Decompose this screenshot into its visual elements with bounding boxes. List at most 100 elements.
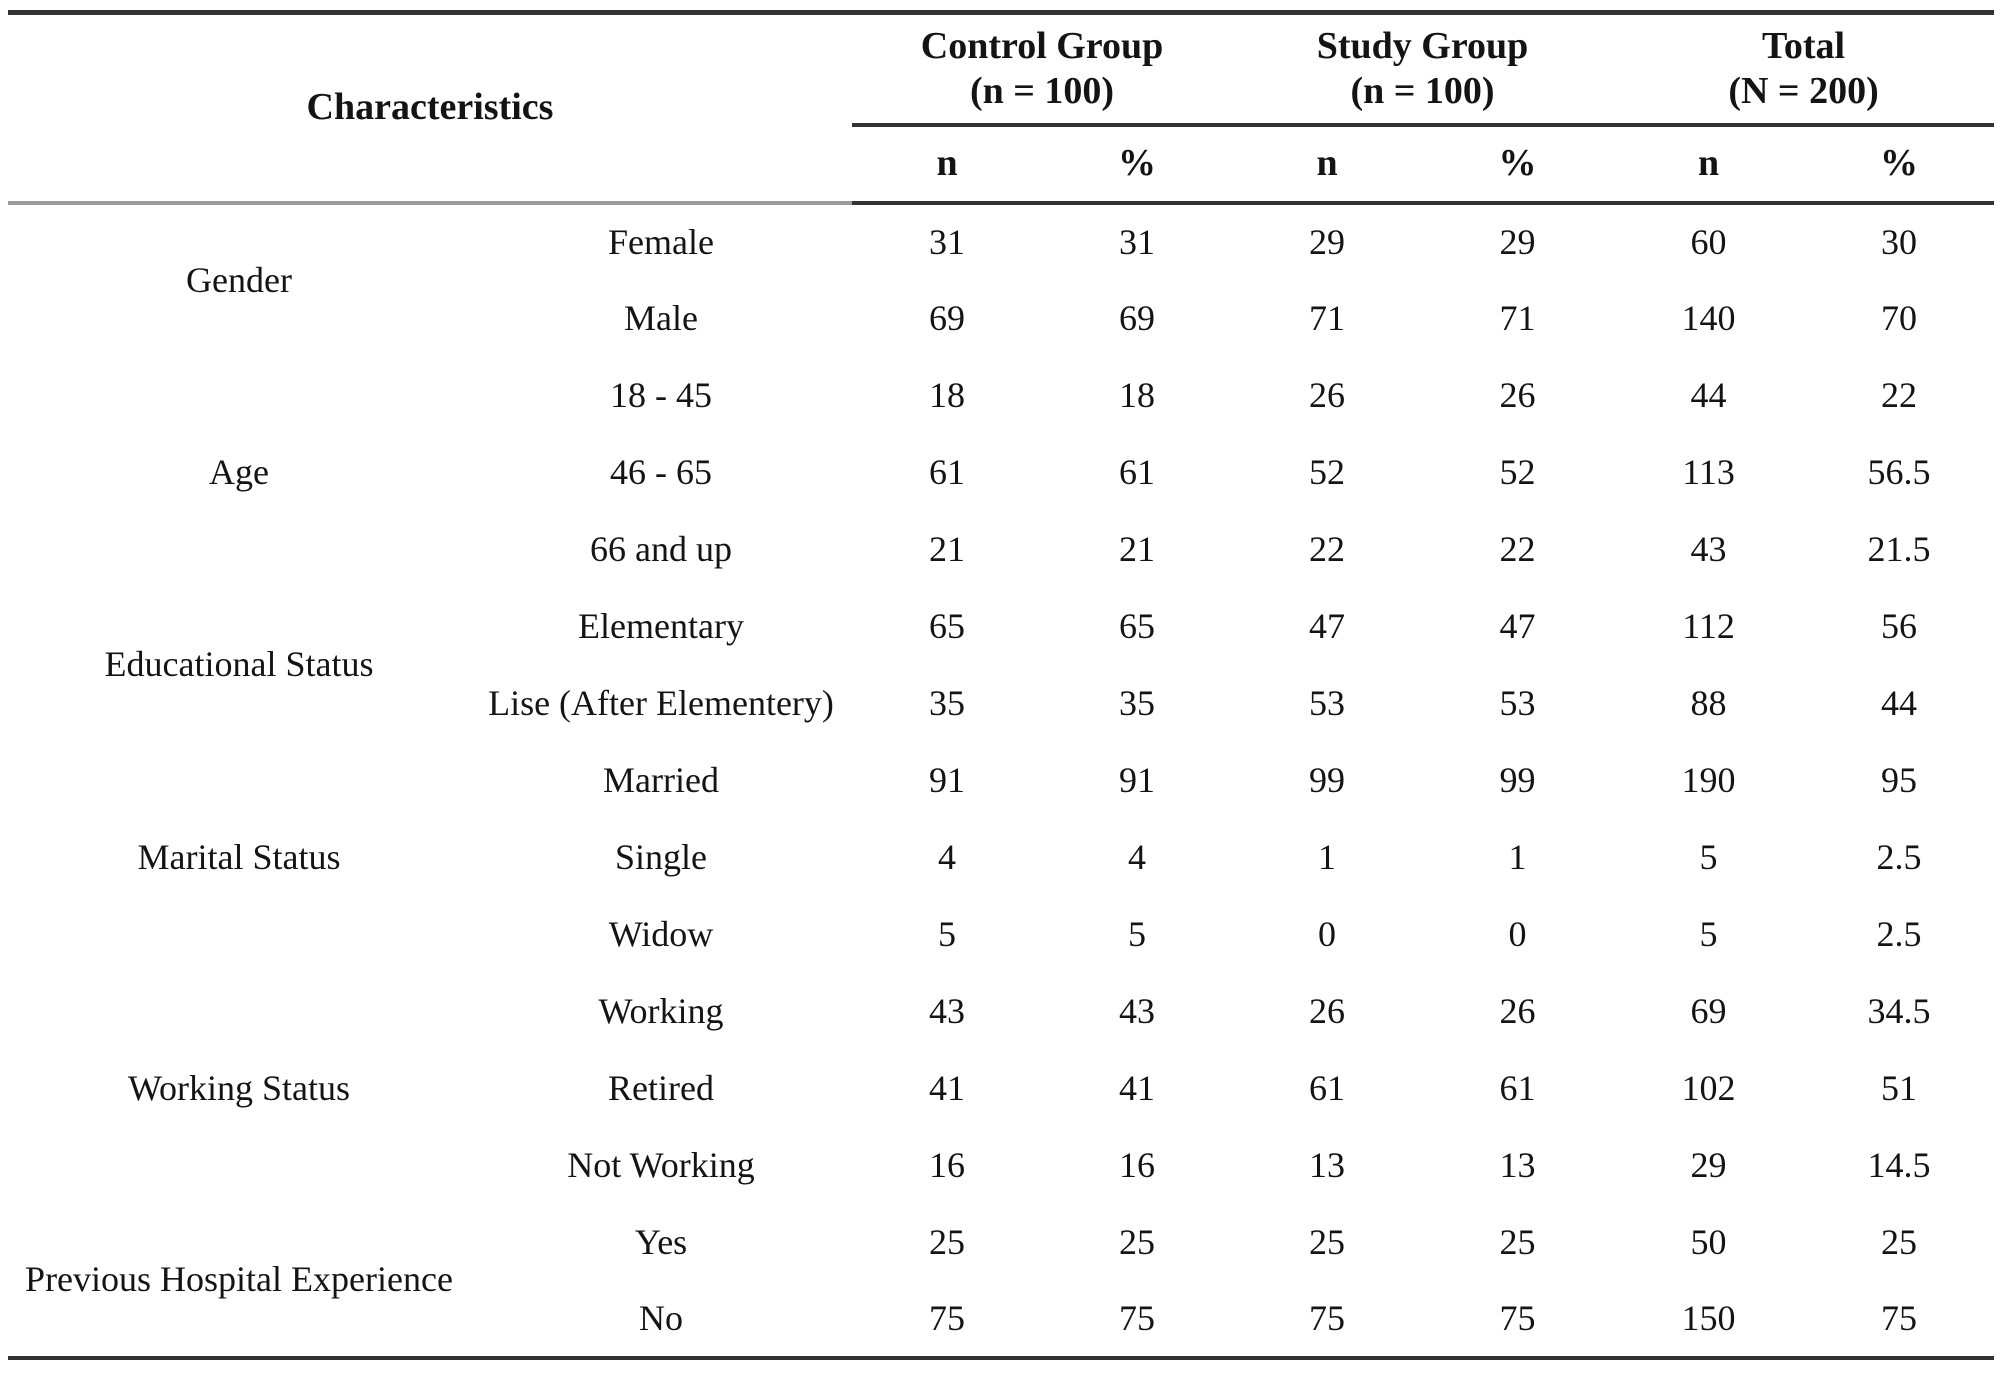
cell-value: 88 bbox=[1690, 682, 1727, 723]
cell-value: 29 bbox=[1690, 1144, 1727, 1185]
table-row: Retired 41 41 61 61 102 51 bbox=[8, 1050, 1994, 1127]
header-sub-row: n % n % n % bbox=[8, 124, 1995, 205]
group-n: (n = 100) bbox=[969, 69, 1115, 112]
table-row: Educational Status Elementary 65 65 47 4… bbox=[8, 588, 1994, 685]
section-label-gender: Gender bbox=[186, 260, 292, 301]
group-title: Total bbox=[1761, 24, 1846, 67]
subheader-control-pct: % bbox=[1042, 124, 1233, 205]
subheader-study-n: n bbox=[1232, 124, 1423, 205]
group-n: (N = 200) bbox=[1728, 69, 1879, 112]
cell-value: 69 bbox=[1119, 297, 1156, 338]
cell-value: 41 bbox=[1119, 1067, 1156, 1108]
cell-value: 1 bbox=[1508, 836, 1527, 877]
cell-value: 25 bbox=[1499, 1221, 1536, 1262]
cell-value: 70 bbox=[1881, 297, 1918, 338]
cell-value: 140 bbox=[1681, 297, 1736, 338]
cell-value: 2.5 bbox=[1876, 913, 1922, 954]
cell-value: 25 bbox=[1309, 1221, 1346, 1262]
cell-value: 4 bbox=[1128, 836, 1147, 877]
row-label: 46 - 65 bbox=[610, 451, 712, 492]
cell-value: 56 bbox=[1881, 605, 1918, 646]
table-row: Lise (After Elementery) 35 35 53 53 88 4… bbox=[8, 665, 1994, 742]
row-label: Elementary bbox=[578, 605, 744, 646]
cell-value: 75 bbox=[1881, 1297, 1918, 1338]
cell-value: 44 bbox=[1690, 374, 1727, 415]
cell-value: 69 bbox=[929, 297, 966, 338]
cell-value: 16 bbox=[1119, 1144, 1156, 1185]
table-row: 46 - 65 61 61 52 52 113 56.5 bbox=[8, 434, 1994, 511]
cell-value: 14.5 bbox=[1867, 1144, 1931, 1185]
table-row: Working Status Working 43 43 26 26 69 34… bbox=[8, 973, 1994, 1108]
cell-value: 69 bbox=[1690, 990, 1727, 1031]
cell-value: 5 bbox=[1699, 836, 1718, 877]
cell-value: 99 bbox=[1309, 759, 1346, 800]
cell-value: 113 bbox=[1682, 451, 1735, 492]
section-label-marital-status: Marital Status bbox=[137, 836, 341, 877]
cell-value: 75 bbox=[1499, 1297, 1536, 1338]
cell-value: 43 bbox=[1119, 990, 1156, 1031]
cell-value: 51 bbox=[1881, 1067, 1918, 1108]
cell-value: 18 bbox=[1119, 374, 1156, 415]
cell-value: 16 bbox=[929, 1144, 966, 1185]
group-n: (n = 100) bbox=[1350, 69, 1495, 112]
cell-value: 60 bbox=[1690, 221, 1727, 262]
subheader-total-pct: % bbox=[1804, 124, 1995, 205]
cell-value: 75 bbox=[1119, 1297, 1156, 1338]
table-row: Previous Hospital Experience Yes 25 25 2… bbox=[8, 1204, 1994, 1300]
row-label: Female bbox=[608, 221, 714, 262]
cell-value: 0 bbox=[1508, 913, 1527, 954]
cell-value: 1 bbox=[1318, 836, 1337, 877]
table-row: Widow 5 5 0 0 5 2.5 bbox=[8, 896, 1994, 973]
cell-value: 25 bbox=[929, 1221, 966, 1262]
cell-value: 22 bbox=[1499, 528, 1536, 569]
cell-value: 13 bbox=[1499, 1144, 1536, 1185]
cell-value: 150 bbox=[1681, 1297, 1736, 1338]
group-header-study: Study Group (n = 100) bbox=[1232, 12, 1614, 127]
section-label-working-status: Working Status bbox=[127, 1067, 351, 1108]
row-label: Single bbox=[615, 836, 708, 877]
section-label-age: Age bbox=[209, 451, 269, 492]
participant-characteristics-table: Characteristics Control Group (n = 100) … bbox=[8, 10, 1995, 1360]
cell-value: 61 bbox=[1499, 1067, 1536, 1108]
table-row: Not Working 16 16 13 13 29 14.5 bbox=[8, 1127, 1994, 1204]
cell-value: 4 bbox=[938, 836, 957, 877]
group-title: Study Group bbox=[1316, 24, 1529, 67]
section-label-previous-hospital-experience: Previous Hospital Experience bbox=[25, 1259, 453, 1300]
cell-value: 71 bbox=[1309, 297, 1346, 338]
cell-value: 29 bbox=[1499, 221, 1536, 262]
cell-value: 2.5 bbox=[1876, 836, 1922, 877]
cell-value: 102 bbox=[1681, 1067, 1736, 1108]
cell-value: 99 bbox=[1499, 759, 1536, 800]
row-label: Working bbox=[598, 990, 724, 1031]
cell-value: 34.5 bbox=[1867, 990, 1931, 1031]
cell-value: 112 bbox=[1682, 605, 1735, 646]
row-label: No bbox=[639, 1297, 683, 1338]
cell-value: 35 bbox=[1119, 682, 1156, 723]
row-label: Widow bbox=[608, 913, 714, 954]
cell-value: 22 bbox=[1309, 528, 1346, 569]
cell-value: 61 bbox=[1309, 1067, 1346, 1108]
cell-value: 26 bbox=[1309, 990, 1346, 1031]
cell-value: 65 bbox=[1119, 605, 1156, 646]
cell-value: 190 bbox=[1681, 759, 1736, 800]
cell-value: 31 bbox=[1119, 221, 1156, 262]
cell-value: 21.5 bbox=[1867, 528, 1931, 569]
cell-value: 91 bbox=[929, 759, 966, 800]
cell-value: 71 bbox=[1499, 297, 1536, 338]
table-row: Single 4 4 1 1 5 2.5 bbox=[8, 819, 1994, 896]
table-row: 66 and up 21 21 22 22 43 21.5 bbox=[8, 511, 1994, 588]
cell-value: 52 bbox=[1499, 451, 1536, 492]
cell-value: 53 bbox=[1309, 682, 1346, 723]
row-label: Retired bbox=[608, 1067, 714, 1108]
section-label-educational-status: Educational Status bbox=[104, 644, 374, 685]
row-label: 18 - 45 bbox=[610, 374, 712, 415]
cell-value: 47 bbox=[1309, 605, 1346, 646]
row-label: 66 and up bbox=[590, 528, 732, 569]
cell-value: 56.5 bbox=[1867, 451, 1931, 492]
cell-value: 75 bbox=[1309, 1297, 1346, 1338]
table-row: Age 18 - 45 18 18 26 26 44 22 bbox=[8, 357, 1994, 492]
cell-value: 30 bbox=[1881, 221, 1918, 262]
group-header-control: Control Group (n = 100) bbox=[852, 12, 1233, 127]
cell-value: 53 bbox=[1499, 682, 1536, 723]
cell-value: 43 bbox=[929, 990, 966, 1031]
